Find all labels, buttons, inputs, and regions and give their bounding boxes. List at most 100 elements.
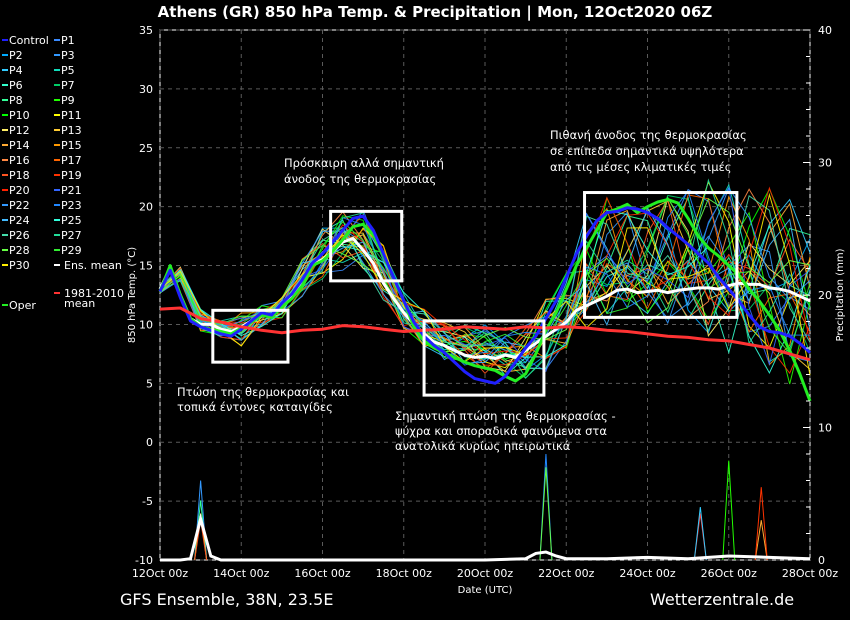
y-left-tick-label: -10 (135, 554, 153, 567)
legend-entry: P27 (61, 229, 82, 242)
legend-entry: P25 (61, 214, 82, 227)
annotation-text-3b: ψύχρα και σποραδικά φαινόμενα στα (395, 424, 607, 438)
series-line-oper (158, 198, 812, 402)
precip-mean-line (160, 513, 811, 562)
annotation-text-4a: Πιθανή άνοδος της θερμοκρασίας (550, 128, 747, 142)
legend-entry: P23 (61, 199, 82, 212)
y-right-tick-label: 0 (818, 554, 825, 567)
legend-entry: P7 (61, 79, 75, 92)
precip-spike (754, 520, 768, 561)
precipitation-layer (160, 453, 811, 562)
legend-entry: P3 (61, 49, 75, 62)
legend-entry: P1 (61, 34, 75, 47)
legend-entry: P22 (9, 199, 30, 212)
ensemble-member-line (159, 209, 811, 374)
y-left-tick-label: -5 (142, 495, 153, 508)
ensemble-member-line (159, 186, 811, 360)
annotation-text-4b: σε επίπεδα σημαντικά υψηλότερα (550, 144, 744, 158)
chart-title: Athens (GR) 850 hPa Temp. & Precipitatio… (158, 3, 713, 22)
legend-entry: P13 (61, 124, 82, 137)
legend-entry: P16 (9, 154, 30, 167)
x-tick-label: 24Oct 00z (619, 567, 676, 580)
legend-entry: P2 (9, 49, 23, 62)
x-tick-label: 12Oct 00z (132, 567, 189, 580)
annotation-text-2a: Πρόσκαιρη αλλά σημαντική (284, 156, 444, 170)
footer-source: Wetterzentrale.de (650, 590, 794, 609)
x-tick-label: 16Oct 00z (294, 567, 351, 580)
precip-spike (539, 467, 553, 561)
annotations: Πτώση της θερμοκρασίας και τοπικά έντονε… (177, 128, 747, 453)
annotation-text-3c: ανατολικά κυρίως ηπειρωτικά (395, 439, 571, 453)
y-left-tick-label: 25 (139, 142, 153, 155)
axis-ticks: 35 30 25 20 15 10 5 0 -5 -10 40 30 20 10 0 12Oct 00z 14O… (132, 24, 839, 580)
legend-entry: P17 (61, 154, 82, 167)
legend-entry: P11 (61, 109, 82, 122)
legend-entry: P30 (9, 259, 30, 272)
legend-entry: P18 (9, 169, 30, 182)
y-right-tick-label: 40 (818, 24, 832, 37)
legend: Control P1 P2 P3 P4 P5 P6 P7 P8 P9 P10 P11 P12 P13 P14… (2, 34, 124, 312)
ensemble-member-line (159, 198, 811, 375)
legend-entry: P9 (61, 94, 75, 107)
annotation-text-1a: Πτώση της θερμοκρασίας και (177, 385, 349, 399)
y-left-tick-label: 15 (139, 260, 153, 273)
precip-spike (754, 487, 768, 561)
precip-spike (722, 460, 736, 561)
ensemble-member-line (159, 212, 811, 375)
legend-entry: P10 (9, 109, 30, 122)
legend-entry: P19 (61, 169, 82, 182)
legend-entry-climate-2: mean (64, 297, 95, 310)
legend-entry-oper: Oper (9, 299, 36, 312)
ensemble-member-line (159, 196, 811, 385)
legend-entry: P28 (9, 244, 30, 257)
legend-entry-ens-mean: Ens. mean (64, 259, 122, 272)
x-axis-label: Date (UTC) (458, 585, 513, 596)
y-left-tick-label: 30 (139, 83, 153, 96)
legend-entry: P24 (9, 214, 30, 227)
x-tick-label: 20Oct 00z (457, 567, 514, 580)
x-tick-label: 14Oct 00z (213, 567, 270, 580)
x-tick-label: 26Oct 00z (701, 567, 758, 580)
y-axis-label-right: Precipitation (mm) (835, 248, 846, 341)
y-right-tick-label: 20 (818, 289, 832, 302)
y-axis-label-left: 850 hPa Temp. (°C) (127, 247, 138, 343)
annotation-box-1 (211, 308, 290, 364)
legend-entry: P14 (9, 139, 30, 152)
x-tick-label: 18Oct 00z (376, 567, 433, 580)
legend-entry: Control (9, 34, 49, 47)
annotation-text-3a: Σημαντική πτώση της θερμοκρασίας - (395, 409, 616, 423)
legend-entry: P26 (9, 229, 30, 242)
y-left-tick-label: 20 (139, 201, 153, 214)
legend-entry: P6 (9, 79, 23, 92)
annotation-text-2b: άνοδος της θερμοκρασίας (284, 172, 436, 186)
annotation-boxes (211, 191, 739, 397)
series-line-control (158, 206, 812, 385)
annotation-box-3 (422, 319, 546, 397)
legend-entry: P15 (61, 139, 82, 152)
y-left-tick-label: 5 (146, 377, 153, 390)
legend-entry: P12 (9, 124, 30, 137)
annotation-box-2 (329, 209, 404, 283)
legend-entry-climate-1: 1981-2010 (64, 287, 124, 300)
legend-entry: P8 (9, 94, 23, 107)
legend-entry: P4 (9, 64, 23, 77)
y-right-tick-label: 30 (818, 157, 832, 170)
y-left-tick-label: 0 (146, 436, 153, 449)
legend-entry: P5 (61, 64, 75, 77)
precip-spike (693, 506, 707, 561)
x-tick-label: 22Oct 00z (538, 567, 595, 580)
series-line-1981-2010-mean (159, 306, 811, 362)
y-right-tick-label: 10 (818, 422, 832, 435)
series-lines (158, 198, 812, 402)
legend-entry: P21 (61, 184, 82, 197)
x-tick-label: 28Oct 00z (782, 567, 839, 580)
footer-model-info: GFS Ensemble, 38N, 23.5E (120, 590, 333, 609)
y-left-tick-label: 35 (139, 24, 153, 37)
annotation-box-4 (583, 191, 739, 319)
annotation-text-4c: από τις μέσες κλιματικές τιμές (550, 160, 732, 174)
legend-entry: P20 (9, 184, 30, 197)
legend-entry: P29 (61, 244, 82, 257)
annotation-text-1b: τοπικά έντονες καταιγίδες (177, 400, 333, 414)
y-left-tick-label: 10 (139, 318, 153, 331)
